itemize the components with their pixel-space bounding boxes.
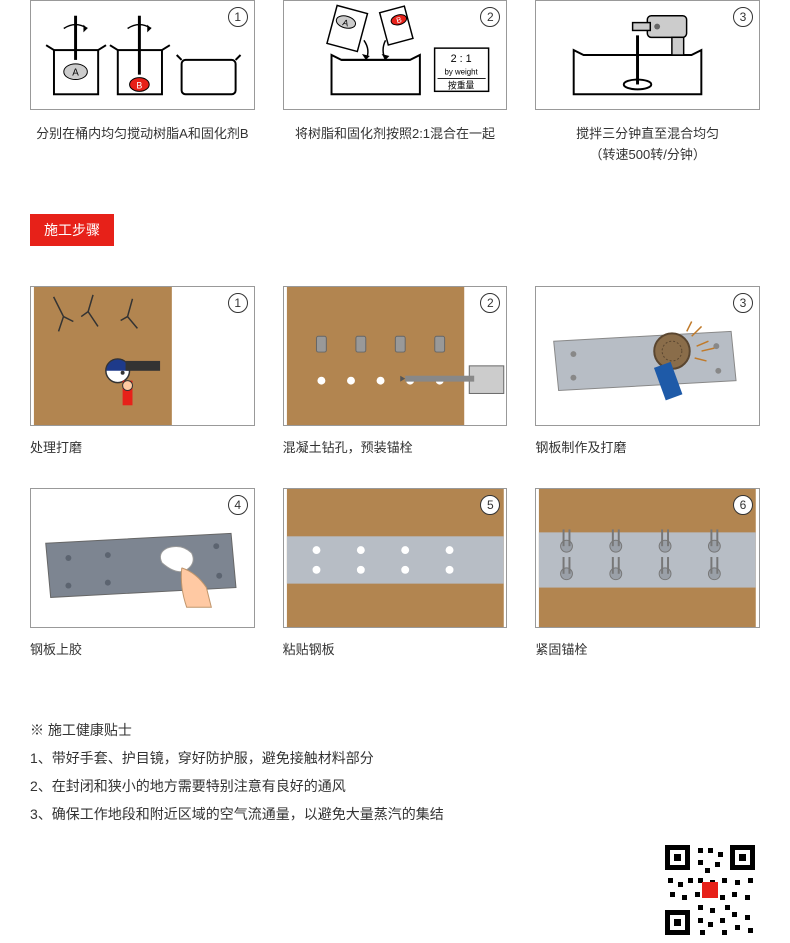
- health-tips: ※ 施工健康贴士 1、带好手套、护目镜，穿好防护服，避免接触材料部分 2、在封闭…: [30, 716, 760, 828]
- step-badge: 3: [733, 293, 753, 313]
- mixing-panel-1: 1 A B: [30, 0, 255, 110]
- construction-step-1: 1 处理打磨: [30, 286, 255, 459]
- step-badge: 2: [480, 293, 500, 313]
- mixing-step-3: 3 搅拌三分钟直至混合均匀 （转速500转/分钟）: [535, 0, 760, 166]
- qr-code-icon: [660, 840, 760, 940]
- tips-header: ※ 施工健康贴士: [30, 716, 760, 744]
- construction-caption-3: 钢板制作及打磨: [535, 438, 760, 459]
- ratio-bottom: 按重量: [448, 79, 475, 90]
- ratio-top: 2 : 1: [450, 53, 471, 65]
- construction-panel-5: 5: [283, 488, 508, 628]
- construction-panel-3: 3: [535, 286, 760, 426]
- construction-illustration-4: [31, 489, 254, 627]
- construction-step-6: 6 紧固锚栓: [535, 488, 760, 661]
- construction-panel-4: 4: [30, 488, 255, 628]
- mixing-step-2: 2 A B 2 : 1 by weight: [283, 0, 508, 166]
- step-badge: 1: [228, 7, 248, 27]
- mixing-steps-row: 1 A B: [30, 0, 760, 166]
- mix-illustration-1: A B: [31, 1, 254, 109]
- construction-caption-4: 钢板上胶: [30, 640, 255, 661]
- tips-item: 3、确保工作地段和附近区域的空气流通量，以避免大量蒸汽的集结: [30, 800, 760, 828]
- construction-illustration-2: [284, 287, 507, 425]
- construction-step-2: 2: [283, 286, 508, 459]
- construction-row-1: 1 处理打磨 2: [30, 286, 760, 459]
- mixing-panel-2: 2 A B 2 : 1 by weight: [283, 0, 508, 110]
- mixing-step-1: 1 A B: [30, 0, 255, 166]
- construction-caption-1: 处理打磨: [30, 438, 255, 459]
- construction-illustration-1: [31, 287, 254, 425]
- svg-text:B: B: [136, 80, 142, 90]
- construction-illustration-6: [536, 489, 759, 627]
- qr-code: [660, 840, 760, 943]
- mixing-caption-1: 分别在桶内均匀搅动树脂A和固化剂B: [30, 124, 255, 145]
- mixing-panel-3: 3: [535, 0, 760, 110]
- section-header: 施工步骤: [30, 214, 114, 246]
- tips-item: 1、带好手套、护目镜，穿好防护服，避免接触材料部分: [30, 744, 760, 772]
- step-badge: 3: [733, 7, 753, 27]
- construction-illustration-5: [284, 489, 507, 627]
- step-badge: 4: [228, 495, 248, 515]
- construction-caption-2: 混凝土钻孔，预装锚栓: [283, 438, 508, 459]
- construction-illustration-3: [536, 287, 759, 425]
- mixing-caption-3: 搅拌三分钟直至混合均匀 （转速500转/分钟）: [535, 124, 760, 166]
- construction-panel-1: 1: [30, 286, 255, 426]
- mix-illustration-2: A B 2 : 1 by weight 按重量: [284, 1, 507, 109]
- svg-text:A: A: [72, 68, 79, 79]
- construction-panel-6: 6: [535, 488, 760, 628]
- construction-panel-2: 2: [283, 286, 508, 426]
- construction-step-4: 4 钢板上胶: [30, 488, 255, 661]
- construction-caption-5: 粘贴钢板: [283, 640, 508, 661]
- tips-item: 2、在封闭和狭小的地方需要特别注意有良好的通风: [30, 772, 760, 800]
- construction-caption-6: 紧固锚栓: [535, 640, 760, 661]
- mix-illustration-3: [536, 1, 759, 109]
- construction-row-2: 4 钢板上胶 5: [30, 488, 760, 661]
- step-badge: 1: [228, 293, 248, 313]
- construction-step-5: 5 粘贴钢板: [283, 488, 508, 661]
- ratio-mid: by weight: [444, 68, 478, 77]
- mixing-caption-2: 将树脂和固化剂按照2:1混合在一起: [283, 124, 508, 145]
- construction-step-3: 3 钢板制作及打磨: [535, 286, 760, 459]
